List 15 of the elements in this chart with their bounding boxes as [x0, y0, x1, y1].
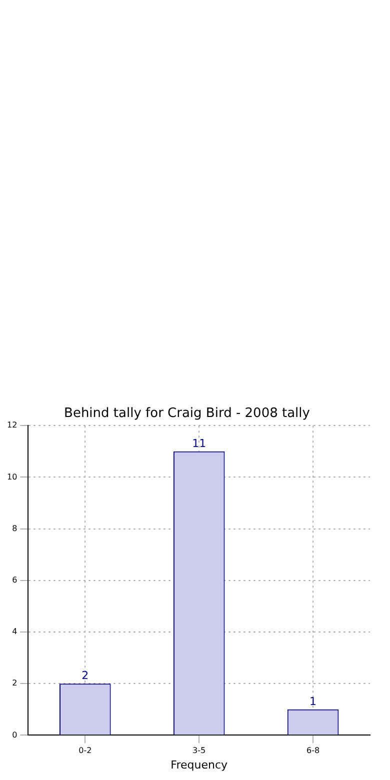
- x-tick-label: 0-2: [78, 746, 92, 756]
- y-tick-label: 2: [12, 678, 18, 688]
- y-tick-label: 6: [12, 575, 18, 584]
- chart-title: Behind tally for Craig Bird - 2008 tally: [64, 406, 310, 422]
- y-tick-label: 4: [12, 627, 18, 636]
- y-tick-label: 10: [6, 472, 18, 482]
- y-tick-label: 0: [12, 730, 18, 740]
- data-label: 11: [192, 436, 206, 450]
- x-tick-label: 3-5: [192, 746, 206, 756]
- x-axis-title: Frequency: [170, 758, 228, 772]
- y-tick-label: 8: [12, 524, 18, 533]
- data-label: 2: [82, 668, 89, 682]
- y-tick-label: 12: [6, 420, 18, 430]
- data-label: 1: [310, 694, 317, 708]
- x-tick-label: 6-8: [306, 746, 320, 756]
